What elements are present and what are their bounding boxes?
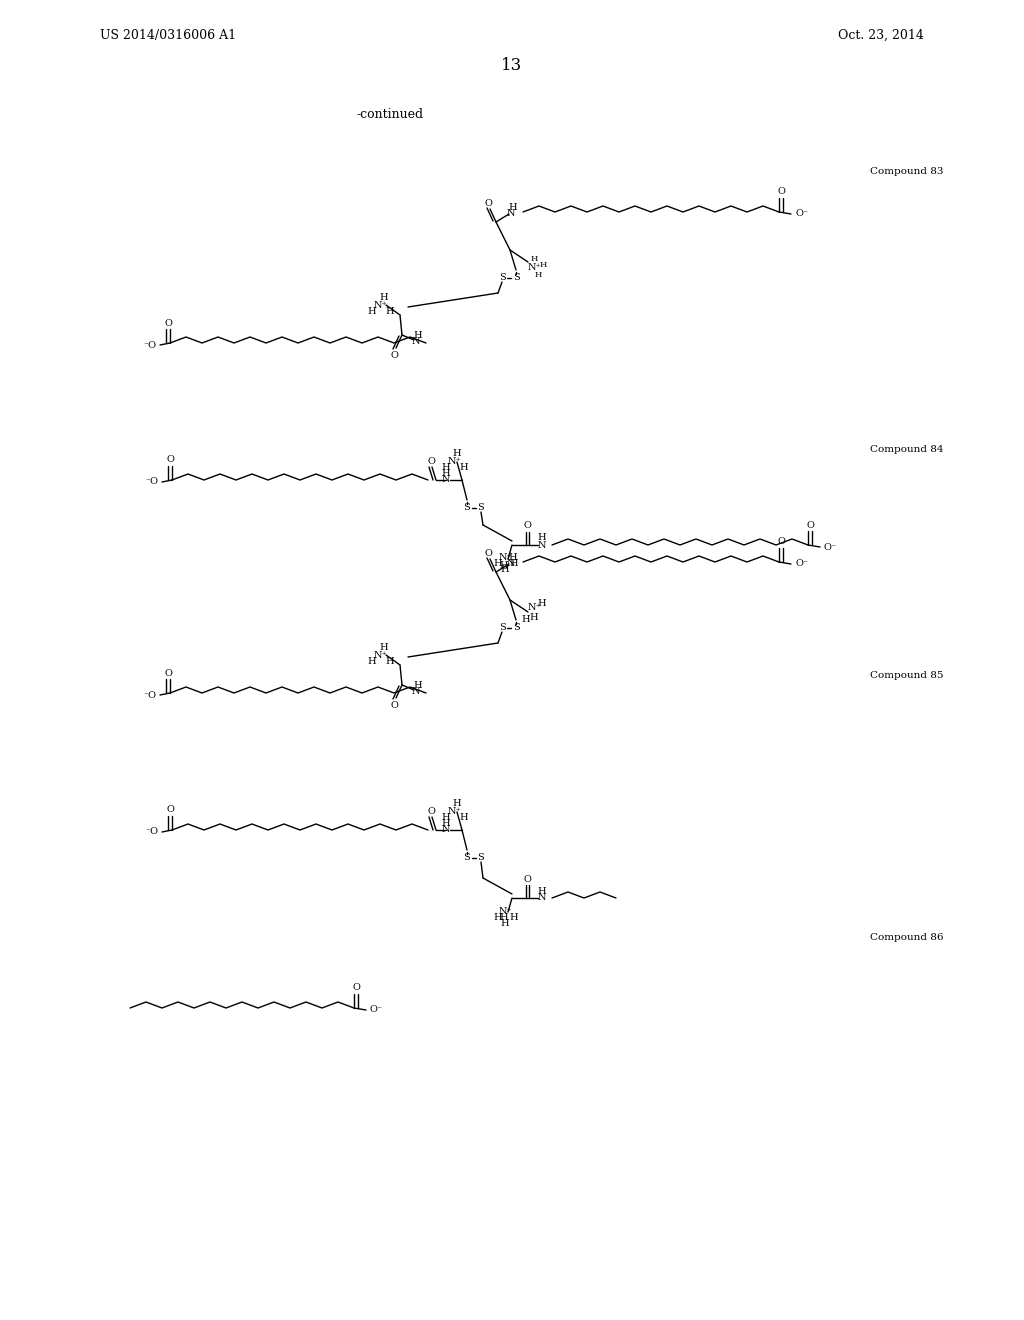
- Text: H: H: [521, 615, 530, 623]
- Text: H: H: [510, 912, 518, 921]
- Text: H: H: [460, 462, 468, 471]
- Text: N: N: [441, 475, 451, 484]
- Text: O: O: [806, 520, 814, 529]
- Text: H: H: [535, 271, 542, 279]
- Text: O: O: [166, 805, 174, 814]
- Text: 13: 13: [502, 57, 522, 74]
- Text: H: H: [414, 331, 422, 341]
- Text: H: H: [453, 800, 462, 808]
- Text: O: O: [523, 874, 530, 883]
- Text: O: O: [523, 521, 530, 531]
- Text: S: S: [464, 503, 470, 512]
- Text: O⁻: O⁻: [824, 543, 837, 552]
- Text: H: H: [460, 813, 468, 821]
- Text: O⁻: O⁻: [370, 1006, 383, 1015]
- Text: H: H: [441, 818, 451, 828]
- Text: O: O: [164, 318, 172, 327]
- Text: H: H: [441, 462, 451, 471]
- Text: N⁺: N⁺: [373, 301, 387, 309]
- Text: ⁻O: ⁻O: [143, 341, 156, 350]
- Text: H: H: [441, 469, 451, 478]
- Text: N: N: [538, 894, 546, 903]
- Text: O⁻: O⁻: [795, 560, 808, 569]
- Text: H: H: [500, 913, 508, 923]
- Text: H: H: [501, 919, 509, 928]
- Text: H: H: [386, 306, 394, 315]
- Text: N: N: [412, 688, 420, 697]
- Text: H: H: [500, 561, 508, 569]
- Text: S: S: [477, 503, 484, 512]
- Text: H: H: [540, 261, 547, 269]
- Text: US 2014/0316006 A1: US 2014/0316006 A1: [100, 29, 237, 41]
- Text: H: H: [380, 293, 388, 301]
- Text: N⁺: N⁺: [527, 602, 541, 611]
- Text: N: N: [538, 540, 546, 549]
- Text: Oct. 23, 2014: Oct. 23, 2014: [838, 29, 924, 41]
- Text: N⁺: N⁺: [498, 907, 512, 916]
- Text: ⁻O: ⁻O: [143, 690, 156, 700]
- Text: Compound 83: Compound 83: [870, 168, 943, 177]
- Text: N⁺: N⁺: [447, 807, 461, 816]
- Text: H: H: [510, 560, 518, 569]
- Text: H: H: [509, 202, 517, 211]
- Text: H: H: [414, 681, 422, 690]
- Text: O: O: [166, 455, 174, 465]
- Text: H: H: [368, 306, 376, 315]
- Text: Compound 86: Compound 86: [870, 933, 943, 942]
- Text: O: O: [390, 351, 398, 359]
- Text: H: H: [538, 887, 547, 895]
- Text: S: S: [513, 273, 519, 282]
- Text: O: O: [390, 701, 398, 710]
- Text: O⁻: O⁻: [795, 210, 808, 219]
- Text: ⁻O: ⁻O: [145, 478, 158, 487]
- Text: H: H: [441, 813, 451, 821]
- Text: H: H: [494, 912, 503, 921]
- Text: S: S: [499, 623, 506, 632]
- Text: O: O: [484, 198, 492, 207]
- Text: H: H: [501, 565, 509, 574]
- Text: H: H: [494, 560, 503, 569]
- Text: O: O: [484, 549, 492, 557]
- Text: H: H: [453, 450, 462, 458]
- Text: H: H: [529, 612, 539, 622]
- Text: S: S: [513, 623, 519, 632]
- Text: H: H: [538, 533, 547, 543]
- Text: H: H: [380, 643, 388, 652]
- Text: S: S: [477, 854, 484, 862]
- Text: ⁻O: ⁻O: [145, 828, 158, 837]
- Text: H: H: [509, 553, 517, 561]
- Text: N: N: [441, 825, 451, 834]
- Text: N⁺: N⁺: [527, 264, 541, 272]
- Text: S: S: [464, 854, 470, 862]
- Text: O: O: [164, 668, 172, 677]
- Text: S: S: [499, 273, 506, 282]
- Text: -continued: -continued: [356, 108, 424, 121]
- Text: Compound 85: Compound 85: [870, 672, 943, 681]
- Text: H: H: [530, 255, 538, 263]
- Text: O: O: [427, 807, 435, 816]
- Text: N⁺: N⁺: [373, 651, 387, 660]
- Text: N: N: [507, 560, 515, 569]
- Text: N: N: [412, 338, 420, 346]
- Text: N⁺: N⁺: [447, 457, 461, 466]
- Text: N: N: [507, 210, 515, 219]
- Text: Compound 84: Compound 84: [870, 446, 943, 454]
- Text: O: O: [427, 457, 435, 466]
- Text: H: H: [538, 598, 547, 607]
- Text: O: O: [352, 983, 360, 993]
- Text: O: O: [777, 187, 785, 197]
- Text: N⁺: N⁺: [498, 553, 512, 562]
- Text: H: H: [368, 656, 376, 665]
- Text: H: H: [386, 656, 394, 665]
- Text: O: O: [777, 537, 785, 546]
